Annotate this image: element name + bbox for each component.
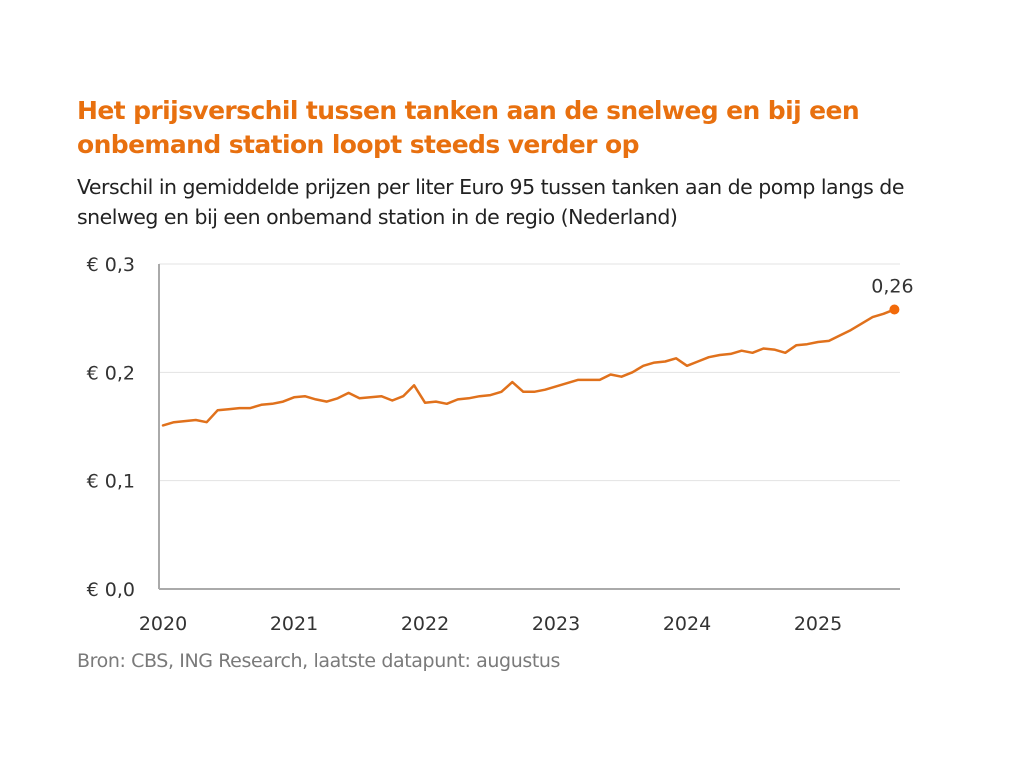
y-axis-ticks: € 0,0 € 0,1 € 0,2 € 0,3 xyxy=(87,254,135,601)
x-axis-ticks: 2020 2021 2022 2023 2024 2025 xyxy=(139,613,842,635)
y-tick-label: € 0,0 xyxy=(87,579,135,601)
y-tick-label: € 0,2 xyxy=(87,362,135,384)
gridlines xyxy=(159,263,900,482)
x-tick-label: 2025 xyxy=(794,613,842,635)
x-tick-label: 2024 xyxy=(663,613,711,635)
source-note: Bron: CBS, ING Research, laatste datapun… xyxy=(77,650,561,672)
chart-title: Het prijsverschil tussen tanken aan de s… xyxy=(77,96,860,159)
x-tick-label: 2022 xyxy=(401,613,449,635)
x-tick-label: 2021 xyxy=(270,613,318,635)
series-layer xyxy=(161,308,896,427)
y-tick-label: € 0,3 xyxy=(87,254,135,276)
annotation-layer: 0,26 xyxy=(871,276,914,315)
last-value-label: 0,26 xyxy=(871,276,913,298)
x-tick-label: 2023 xyxy=(532,613,580,635)
chart-subtitle: Verschil in gemiddelde prijzen per liter… xyxy=(77,175,904,229)
last-point-marker xyxy=(889,304,900,315)
x-tick-label: 2020 xyxy=(139,613,187,635)
y-tick-label: € 0,1 xyxy=(87,471,135,493)
series-line xyxy=(161,308,896,427)
